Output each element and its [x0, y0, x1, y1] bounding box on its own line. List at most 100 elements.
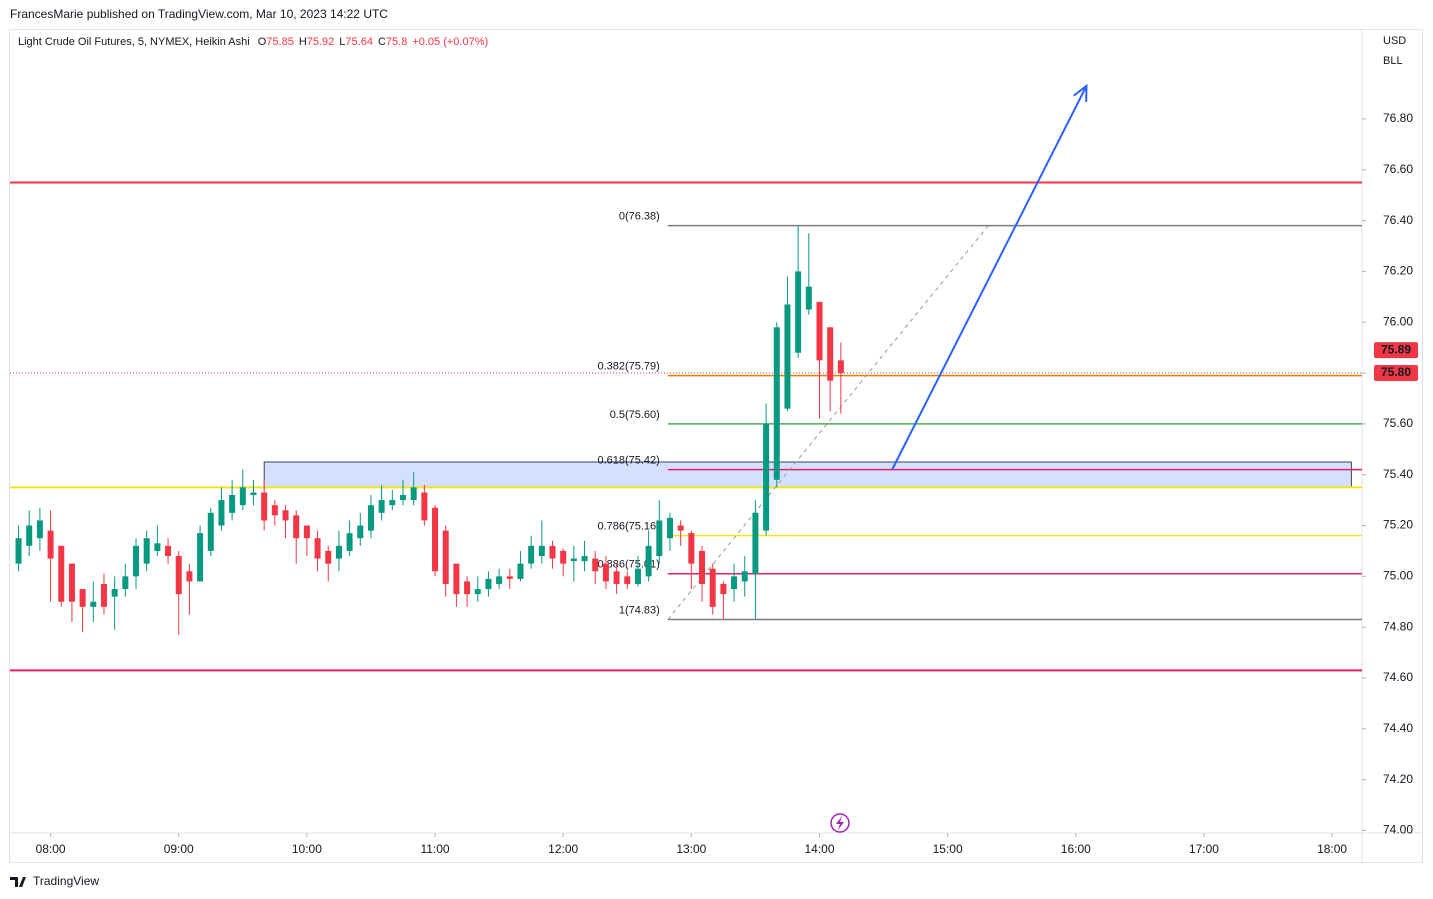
candle-body — [677, 525, 684, 531]
y-tick-label: 75.00 — [1383, 569, 1413, 583]
y-tick-label: 74.40 — [1383, 721, 1413, 735]
candle-body — [303, 525, 310, 539]
zone — [263, 461, 1352, 488]
candle-body — [485, 578, 492, 590]
candle-body — [496, 576, 503, 584]
price-label: 75.80 — [1381, 365, 1411, 379]
candle-body — [709, 568, 716, 607]
candle-body — [688, 533, 695, 564]
candle-body — [314, 538, 321, 559]
legend-key: L — [339, 36, 345, 48]
candle-body — [122, 576, 129, 590]
candle-body — [720, 583, 727, 595]
candle-body — [90, 601, 97, 607]
y-tick-label: 76.40 — [1383, 213, 1413, 227]
candle-body — [613, 571, 620, 584]
candle-body — [399, 495, 406, 501]
currency: USD — [1383, 35, 1406, 47]
candle-body — [506, 576, 513, 579]
chart-title: Light Crude Oil Futures, 5, NYMEX, Heiki… — [18, 36, 250, 48]
arrow — [891, 85, 1088, 471]
candle-body — [656, 520, 663, 557]
candle-body — [421, 492, 428, 521]
candle-body — [773, 327, 780, 480]
candle-body — [570, 558, 577, 562]
candle-body — [549, 545, 556, 559]
candle-body — [207, 512, 214, 551]
candle-body — [68, 563, 75, 602]
legend-value: 75.64 — [345, 36, 373, 48]
candle-body — [666, 517, 673, 539]
candle-body — [346, 533, 353, 551]
candle-body — [517, 563, 524, 579]
legend-key: O — [258, 36, 267, 48]
x-tick-label: 08:00 — [36, 842, 66, 856]
candle-body — [335, 545, 342, 559]
x-tick-label: 11:00 — [420, 842, 449, 856]
candle-body — [143, 538, 150, 564]
candle-body — [15, 538, 22, 564]
y-tick-label: 74.60 — [1383, 670, 1413, 684]
candle-body — [528, 545, 535, 564]
candle-body — [378, 500, 385, 513]
y-tick-label: 75.20 — [1383, 518, 1413, 532]
attribution: FrancesMarie published on TradingView.co… — [10, 7, 388, 21]
candle-body — [474, 589, 481, 595]
fib-trend — [667, 225, 989, 620]
candle-body — [218, 500, 225, 526]
candle-body — [699, 550, 706, 584]
candle-body — [261, 492, 268, 521]
candle-body — [795, 271, 802, 353]
candle-body — [111, 589, 118, 597]
candle-body — [805, 286, 812, 310]
x-tick-label: 10:00 — [292, 842, 322, 856]
price-label-box — [1374, 365, 1418, 382]
candle-body — [47, 530, 54, 559]
fib-label: 0.786(75.16) — [597, 521, 659, 533]
y-tick-label: 76.80 — [1383, 111, 1413, 125]
candle-body — [581, 556, 588, 562]
candle-body — [816, 301, 823, 361]
candle-body — [154, 543, 161, 551]
candle-body — [239, 487, 246, 506]
candle-body — [453, 563, 460, 595]
y-tick-label: 74.20 — [1383, 772, 1413, 786]
candle-body — [133, 545, 140, 577]
candle-body — [763, 423, 770, 531]
candle-body — [100, 583, 107, 607]
candle-body — [560, 550, 567, 564]
price-label: 75.89 — [1381, 342, 1411, 356]
candle-body — [175, 556, 182, 595]
legend-value: 75.8 — [386, 36, 407, 48]
arrow-head — [1073, 83, 1088, 102]
footer: TradingView — [33, 874, 99, 888]
candle-body — [282, 510, 289, 521]
candle-body — [410, 487, 417, 501]
legend-key: H — [299, 36, 307, 48]
fib-label: 0.886(75.01) — [597, 559, 659, 571]
fib-label: 0(76.38) — [619, 211, 660, 223]
unit: BLL — [1383, 55, 1403, 67]
candle-body — [186, 571, 193, 582]
candle-body — [293, 515, 300, 539]
frame — [9, 29, 1423, 863]
candle-body — [752, 512, 759, 574]
footer-logo — [10, 877, 26, 887]
candle-body — [464, 581, 471, 595]
candle-body — [229, 495, 236, 513]
candle-body — [389, 500, 396, 506]
ohlc-legend: O75.85 H75.92 L75.64 C75.8 +0.05 (+0.07%) — [258, 36, 488, 48]
candle-body — [741, 571, 748, 582]
y-tick-label: 76.00 — [1383, 314, 1413, 328]
candle-body — [634, 568, 641, 584]
candle-body — [325, 550, 332, 564]
fib-label: 0.618(75.42) — [597, 455, 659, 467]
y-tick-label: 75.60 — [1383, 416, 1413, 430]
candle-body — [624, 576, 631, 584]
legend-key: C — [378, 36, 386, 48]
candle-body — [837, 360, 844, 374]
fib-label: 0.5(75.60) — [610, 409, 660, 421]
y-tick-label: 74.80 — [1383, 619, 1413, 633]
